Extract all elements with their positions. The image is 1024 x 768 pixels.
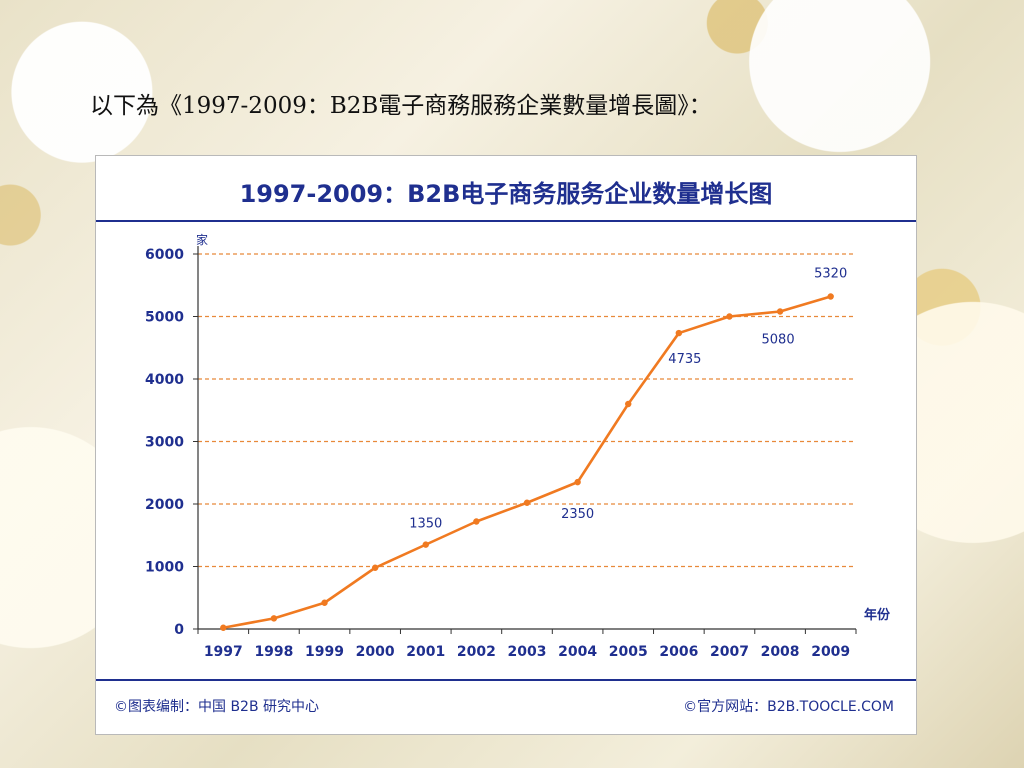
data-point xyxy=(574,478,581,486)
data-label: 1350 xyxy=(409,517,442,532)
axes: 0 1000 2000 3000 4000 5000 6000 家年份 1997 1998 1999… xyxy=(145,232,891,660)
x-axis-unit: 年份 xyxy=(864,607,891,623)
slide-caption: 以下為《1997-2009：B2B電子商務服務企業數量增長圖》： xyxy=(90,93,712,119)
x-tick-label: 1999 xyxy=(305,644,344,660)
line-chart: 0 1000 2000 3000 4000 5000 6000 家年份 1997 1998 1999… xyxy=(145,232,891,660)
footer-website: ©官方网站：B2B.TOOCLE.COM xyxy=(683,699,894,715)
data-labels: 1350 2350 4735 5080 5320 xyxy=(409,267,847,532)
data-point xyxy=(726,313,733,320)
data-point xyxy=(321,599,328,606)
data-point xyxy=(422,541,429,548)
series-line xyxy=(223,295,832,630)
data-label: 4735 xyxy=(668,352,701,367)
y-tick-label: 2000 xyxy=(145,497,184,513)
gridlines xyxy=(198,253,856,568)
x-tick-label: 2001 xyxy=(406,644,445,660)
series xyxy=(220,293,834,631)
x-tick-label: 2005 xyxy=(609,644,648,660)
data-point xyxy=(371,564,379,571)
data-point xyxy=(827,293,834,300)
data-label: 5320 xyxy=(814,267,847,282)
x-tick-label: 2008 xyxy=(761,644,800,660)
x-tick-label: 2006 xyxy=(659,644,698,660)
x-tick-label: 2002 xyxy=(457,644,496,660)
data-label: 5080 xyxy=(762,333,795,348)
data-point xyxy=(625,400,632,408)
x-tick-label: 2003 xyxy=(508,644,547,660)
data-point xyxy=(270,615,278,622)
y-tick-label: 4000 xyxy=(145,372,184,388)
y-tick-label: 3000 xyxy=(145,435,184,451)
footer-divider xyxy=(96,679,916,681)
chart-panel: 1997-2009：B2B电子商务服务企业数量增长图 0 1000 2000 3000… xyxy=(95,155,917,735)
y-tick-label: 6000 xyxy=(145,247,184,263)
x-tick-label: 2007 xyxy=(710,644,749,660)
title-divider xyxy=(96,220,916,222)
y-axis-unit: 家 xyxy=(196,232,208,247)
x-tick-label: 2004 xyxy=(558,644,597,660)
x-tick-label: 1998 xyxy=(254,644,293,660)
footer-source: ©图表编制：中国 B2B 研究中心 xyxy=(114,699,320,715)
data-point xyxy=(473,518,480,525)
data-point xyxy=(220,624,227,631)
data-point xyxy=(523,499,531,506)
y-tick-label: 0 xyxy=(174,622,184,638)
chart-title: 1997-2009：B2B电子商务服务企业数量增长图 xyxy=(239,180,773,208)
data-point xyxy=(776,308,784,315)
y-tick-label: 5000 xyxy=(145,310,184,326)
data-point xyxy=(675,329,683,337)
x-tick-label: 2009 xyxy=(811,644,850,660)
data-label: 2350 xyxy=(561,507,594,522)
x-tick-label: 1997 xyxy=(204,644,243,660)
y-tick-label: 1000 xyxy=(145,560,184,576)
x-tick-label: 2000 xyxy=(356,644,395,660)
